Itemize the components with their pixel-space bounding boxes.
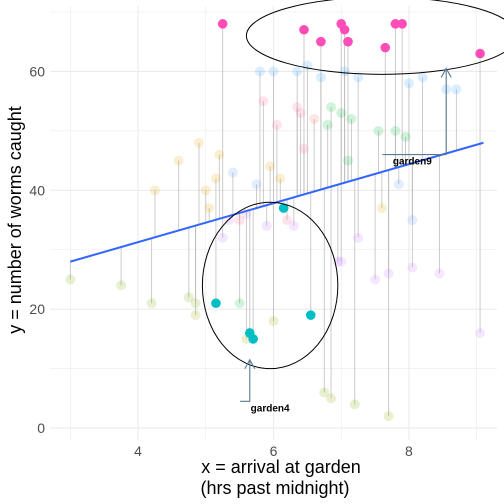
faded-point — [295, 108, 306, 119]
faded-point — [336, 256, 347, 267]
garden4-arrowhead — [244, 358, 256, 370]
faded-point — [346, 113, 357, 124]
faded-point — [373, 125, 384, 136]
faded-point — [210, 173, 221, 184]
faded-point — [251, 179, 262, 190]
faded-point — [275, 173, 286, 184]
faded-point — [353, 72, 364, 83]
faded-point — [234, 298, 245, 309]
garden9-label: garden9 — [393, 157, 432, 168]
faded-point — [339, 66, 350, 77]
faded-point — [315, 72, 326, 83]
faded-point — [326, 102, 337, 113]
faded-point — [268, 316, 279, 327]
faded-point — [370, 274, 381, 285]
faded-point — [282, 215, 293, 226]
garden9-point — [380, 42, 391, 53]
y-tick-label: 0 — [37, 420, 45, 436]
faded-point — [407, 262, 418, 273]
faded-point — [407, 215, 418, 226]
garden9-point — [397, 19, 407, 29]
y-tick-label: 20 — [29, 301, 45, 317]
faded-point — [227, 167, 238, 178]
garden4-arrow — [240, 359, 251, 402]
faded-point — [349, 399, 360, 410]
faded-point — [265, 161, 276, 172]
faded-point — [149, 185, 160, 196]
garden4-point — [211, 298, 221, 309]
faded-point — [288, 220, 299, 231]
faded-point — [336, 108, 347, 119]
residual-segments — [69, 23, 481, 417]
y-tick-labels: 0 20 40 60 — [29, 63, 45, 436]
faded-point — [271, 119, 282, 130]
garden9-point — [343, 36, 353, 47]
faded-point — [268, 66, 279, 77]
faded-points — [65, 60, 486, 422]
faded-point — [190, 298, 201, 309]
faded-point — [258, 96, 269, 107]
faded-point — [214, 149, 225, 160]
faded-point — [400, 131, 411, 142]
faded-point — [434, 268, 445, 279]
faded-point — [183, 292, 194, 303]
faded-point — [383, 411, 394, 422]
faded-point — [194, 137, 204, 148]
faded-point — [146, 298, 157, 309]
x-tick-labels: 4 6 8 — [134, 443, 413, 459]
faded-point — [254, 66, 265, 77]
faded-point — [393, 179, 404, 190]
garden9-point — [339, 24, 350, 35]
faded-point — [319, 387, 330, 398]
garden9-arrow — [382, 68, 447, 156]
faded-point — [353, 232, 364, 243]
faded-point — [217, 232, 228, 243]
faded-point — [326, 393, 337, 404]
garden4-point — [305, 310, 316, 320]
garden9-point — [316, 36, 326, 47]
annotations: garden4 garden9 — [201, 0, 504, 414]
faded-point — [322, 119, 333, 130]
faded-point — [190, 310, 201, 321]
x-tick-label: 4 — [134, 443, 142, 459]
faded-point — [383, 268, 394, 279]
faded-point — [451, 84, 462, 95]
garden4-ellipse — [201, 201, 339, 370]
faded-point — [403, 78, 414, 89]
faded-point — [292, 66, 303, 77]
x-axis-title-line1: x = arrival at garden — [201, 457, 361, 477]
faded-point — [417, 72, 428, 83]
y-tick-label: 60 — [29, 63, 45, 79]
garden9-point — [390, 19, 401, 29]
y-tick-label: 40 — [29, 182, 45, 198]
faded-point — [65, 274, 76, 285]
faded-point — [261, 220, 272, 231]
garden4-point — [248, 334, 258, 344]
faded-point — [234, 215, 245, 226]
y-axis-title: y = number of worms caught — [5, 106, 25, 334]
faded-point — [116, 280, 127, 291]
garden9-ellipse — [245, 0, 504, 75]
faded-point — [390, 125, 401, 136]
garden4-point — [278, 203, 289, 213]
garden9-arrowhead — [440, 67, 452, 78]
x-tick-label: 6 — [270, 443, 278, 459]
garden9-point — [217, 19, 228, 29]
faded-point — [343, 155, 353, 166]
faded-point — [173, 155, 184, 166]
faded-point — [200, 185, 211, 196]
faded-point — [298, 143, 309, 154]
faded-point — [292, 102, 303, 113]
faded-point — [309, 113, 320, 124]
faded-point — [204, 203, 215, 214]
garden9-point — [299, 24, 309, 35]
faded-point — [475, 327, 486, 338]
garden4-label: garden4 — [251, 403, 290, 414]
highlighted-points — [211, 19, 485, 344]
x-axis-title-line2: (hrs past midnight) — [200, 478, 349, 498]
garden9-point — [475, 48, 485, 59]
faded-point — [376, 203, 387, 214]
x-tick-label: 8 — [405, 443, 413, 459]
